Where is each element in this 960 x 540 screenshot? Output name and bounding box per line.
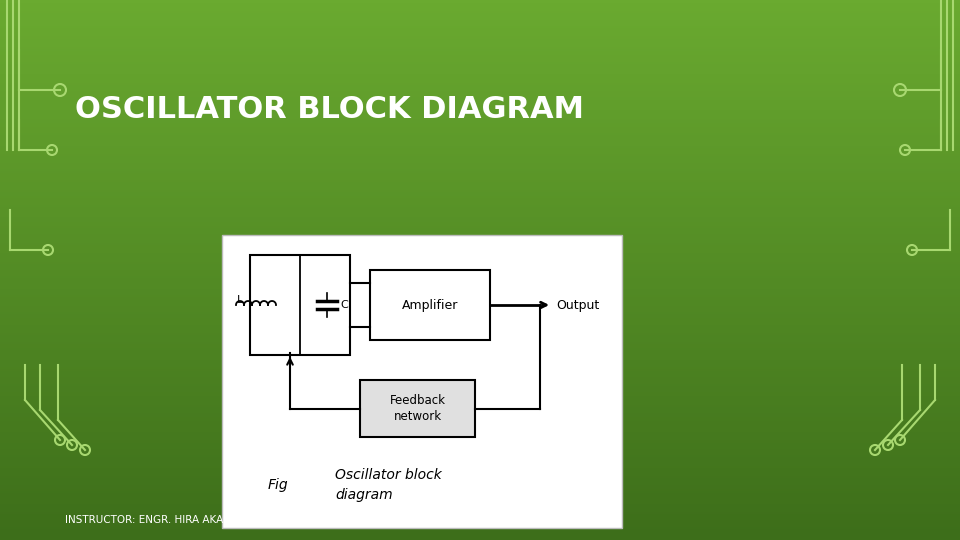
Text: Oscillator block
diagram: Oscillator block diagram (335, 468, 442, 502)
Bar (222, 235, 622, 528)
Text: Output: Output (556, 299, 599, 312)
Text: L: L (237, 295, 243, 305)
Text: Fig: Fig (268, 478, 289, 492)
Bar (360, 380, 475, 437)
Bar (370, 270, 490, 340)
Bar (250, 255, 350, 355)
Text: Feedback
network: Feedback network (390, 395, 445, 422)
Text: C: C (340, 300, 348, 310)
Text: Amplifier: Amplifier (402, 299, 458, 312)
Text: OSCILLATOR BLOCK DIAGRAM: OSCILLATOR BLOCK DIAGRAM (75, 96, 584, 125)
Text: INSTRUCTOR: ENGR. HIRA AKASH: INSTRUCTOR: ENGR. HIRA AKASH (65, 515, 238, 525)
